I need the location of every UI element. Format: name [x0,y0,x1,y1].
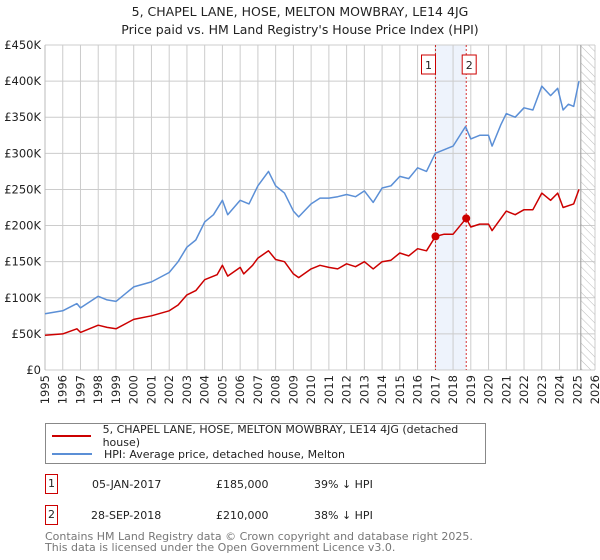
transaction-badge: 1 [45,474,58,494]
footer-copyright: Contains HM Land Registry data © Crown c… [45,530,473,543]
x-tick-label: 2005 [215,375,229,404]
x-tick-label: 2013 [357,375,371,404]
y-tick-label: £250K [4,182,41,196]
x-tick-label: 2021 [499,375,513,404]
x-tick-label: 2016 [411,375,425,404]
sale-label-box [421,54,436,75]
highlight-span [435,45,467,370]
x-tick-label: 1997 [73,375,87,404]
transaction-price: £210,000 [216,509,269,522]
x-tick-label: 2010 [304,375,318,404]
x-tick-label: 2011 [322,375,336,404]
x-tick-label: 2002 [162,375,176,404]
transaction-hpi-diff: 39% ↓ HPI [314,478,373,491]
x-tick-label: 1998 [91,375,105,404]
transaction-date: 05-JAN-2017 [92,478,162,491]
x-tick-label: 2017 [428,375,442,404]
x-tick-label: 2003 [180,375,194,404]
legend-line-hpi [52,453,92,455]
x-tick-label: 1999 [109,375,123,404]
x-tick-label: 2025 [570,375,584,404]
y-tick-label: £450K [4,38,41,52]
legend-item-property: 5, CHAPEL LANE, HOSE, MELTON MOWBRAY, LE… [52,423,485,449]
legend-label-hpi: HPI: Average price, detached house, Melt… [104,447,345,461]
transaction-hpi-diff: 38% ↓ HPI [314,509,373,522]
chart-title: 5, CHAPEL LANE, HOSE, MELTON MOWBRAY, LE… [131,4,469,19]
y-tick-label: £0 [26,363,41,377]
x-tick-label: 2020 [482,375,496,404]
y-tick-label: £350K [4,110,41,124]
y-tick-label: £400K [4,74,41,88]
sale-label: 2 [466,59,473,72]
y-tick-label: £50K [12,327,42,341]
x-tick-label: 2008 [269,375,283,404]
legend: 5, CHAPEL LANE, HOSE, MELTON MOWBRAY, LE… [45,423,486,464]
sale-label-box [461,54,477,75]
x-tick-label: 2023 [535,375,549,404]
legend-item-hpi: HPI: Average price, detached house, Melt… [52,446,345,462]
transaction-price: £185,000 [216,478,269,491]
x-tick-label: 2012 [340,375,354,404]
transaction-date: 28-SEP-2018 [91,509,162,522]
price-chart: £0 £50K £100K £150K £200K £250K £300K £350K £400… [4,38,600,404]
y-tick-label: £200K [4,219,41,233]
transaction-row: 1 05-JAN-2017 £185,000 39% ↓ HPI [45,474,545,496]
legend-label-property: 5, CHAPEL LANE, HOSE, MELTON MOWBRAY, LE… [102,423,459,449]
x-tick-label: 2009 [286,375,300,404]
x-tick-label: 2007 [251,375,265,404]
hpi-line [44,80,580,315]
y-tick-label: £100K [4,291,41,305]
x-tick-label: 2000 [127,375,141,404]
transaction-row: 2 28-SEP-2018 £210,000 38% ↓ HPI [45,505,545,527]
x-tick-label: 2024 [553,375,567,404]
chart-subtitle: Price paid vs. HM Land Registry's House … [121,22,479,37]
x-tick-label: 2015 [393,375,407,404]
x-tick-label: 2019 [464,375,478,404]
x-tick-label: 2026 [588,375,600,404]
x-tick-label: 2014 [375,375,389,404]
x-tick-label: 2022 [517,375,531,404]
transaction-badge: 2 [45,505,58,525]
footer: Contains HM Land Registry data © Crown c… [45,531,473,553]
forecast-hatch [580,45,595,370]
x-tick-label: 2006 [233,375,247,404]
property-price-line [44,189,580,337]
sale-point [431,232,440,241]
sale-point [462,214,471,223]
footer-licence: This data is licensed under the Open Gov… [45,541,396,554]
x-tick-label: 2018 [446,375,460,404]
y-tick-label: £300K [4,146,41,160]
x-tick-label: 1995 [38,375,52,404]
x-tick-label: 2001 [144,375,158,404]
x-tick-label: 1996 [56,375,70,404]
sale-label: 1 [425,59,432,72]
legend-line-property [52,435,91,437]
y-tick-label: £150K [4,255,41,269]
x-tick-label: 2004 [198,375,212,404]
